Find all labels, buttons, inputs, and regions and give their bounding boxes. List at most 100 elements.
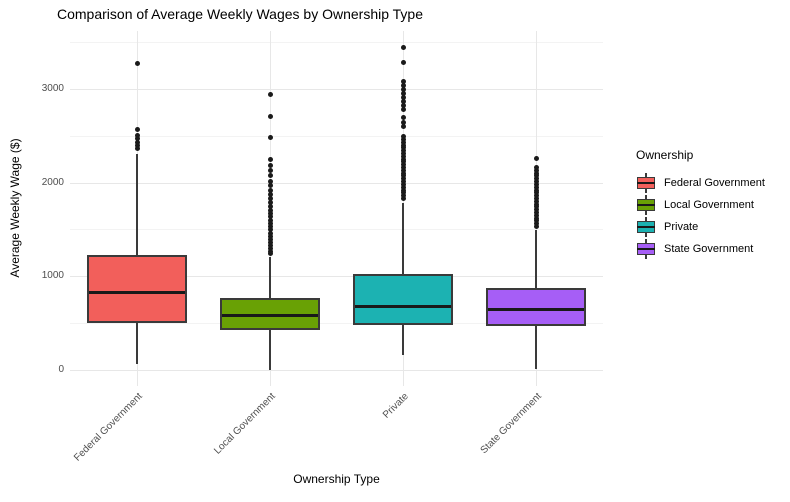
outlier-dot xyxy=(267,207,273,213)
outlier-dot xyxy=(134,146,140,152)
legend-key-boxplot-icon xyxy=(636,195,656,215)
box-federal-government xyxy=(87,254,187,324)
outlier-dot xyxy=(400,150,406,156)
outlier-dot xyxy=(134,142,140,148)
outlier-dot xyxy=(533,210,539,215)
outlier-dot xyxy=(267,200,273,206)
outlier-dot xyxy=(533,193,539,199)
outlier-dot xyxy=(267,114,273,120)
whisker-upper-state-government xyxy=(535,229,537,289)
whisker-lower-local-government xyxy=(269,329,271,370)
outlier-dot xyxy=(400,148,406,154)
outlier-dot xyxy=(400,181,406,187)
outlier-dot xyxy=(267,227,273,233)
whisker-upper-local-government xyxy=(269,256,271,298)
outlier-dot xyxy=(533,165,539,170)
legend-entries: Federal Government Local Government Privat… xyxy=(630,172,790,260)
outlier-dot xyxy=(533,201,539,207)
outlier-dot xyxy=(267,224,273,230)
outlier-dot xyxy=(400,176,406,182)
chart-title: Comparison of Average Weekly Wages by Ow… xyxy=(57,6,423,22)
median-local-government xyxy=(222,314,318,318)
y-axis-title: Average Weekly Wage ($) xyxy=(8,138,22,278)
outlier-dot xyxy=(533,218,539,224)
outlier-dot xyxy=(267,240,273,246)
outlier-dot xyxy=(533,207,539,213)
outlier-dot xyxy=(533,179,539,185)
outlier-dot xyxy=(267,203,273,209)
outlier-dot xyxy=(400,115,406,121)
outlier-dot xyxy=(533,215,539,221)
legend-entry-state-government: State Government xyxy=(630,238,790,260)
outlier-dot xyxy=(267,248,273,254)
outlier-dot xyxy=(400,136,406,142)
outlier-dot xyxy=(267,210,273,216)
outlier-dot xyxy=(533,224,539,230)
outlier-dot xyxy=(267,214,273,220)
legend-key-boxplot-icon xyxy=(636,173,656,193)
outlier-dot xyxy=(134,139,140,145)
outlier-dot xyxy=(533,195,539,201)
median-federal-government xyxy=(89,291,185,295)
outlier-dot xyxy=(267,243,273,249)
outlier-dot xyxy=(533,155,539,161)
whisker-lower-state-government xyxy=(535,325,537,369)
outlier-dot xyxy=(533,167,539,173)
outlier-dot xyxy=(533,187,539,193)
outlier-dot xyxy=(400,184,406,190)
outlier-dot xyxy=(400,139,406,145)
outlier-dot xyxy=(267,233,273,239)
outlier-dot xyxy=(400,173,406,179)
outlier-dot xyxy=(400,82,406,88)
outlier-dot xyxy=(400,90,406,96)
median-private xyxy=(355,305,451,309)
legend-entry-federal-government: Federal Government xyxy=(630,172,790,194)
outlier-dot xyxy=(400,187,406,193)
x-axis-title: Ownership Type xyxy=(293,472,380,486)
gridline-minor xyxy=(70,41,603,43)
outlier-dot xyxy=(267,217,273,223)
y-tick-label: 0 xyxy=(58,364,64,375)
legend-label: State Government xyxy=(664,243,754,255)
outlier-dot xyxy=(400,94,406,100)
outlier-dot xyxy=(533,181,539,187)
outlier-dot xyxy=(400,162,406,168)
legend-entry-private: Private xyxy=(630,216,790,238)
outlier-dot xyxy=(400,107,406,113)
outlier-dot xyxy=(400,156,406,162)
y-tick-label: 2000 xyxy=(41,176,64,188)
outlier-dot xyxy=(134,133,140,139)
whisker-upper-federal-government xyxy=(136,153,138,255)
gridline-major xyxy=(70,276,603,278)
outlier-dot xyxy=(400,153,406,159)
outlier-dot xyxy=(400,79,406,85)
outlier-dot xyxy=(533,184,539,190)
outlier-dot xyxy=(400,165,406,170)
whisker-lower-private xyxy=(402,325,404,355)
outlier-dot xyxy=(400,134,406,140)
outlier-dot xyxy=(533,212,539,218)
outlier-dot xyxy=(400,193,406,199)
legend-label: Private xyxy=(664,221,699,233)
outlier-dot xyxy=(267,220,273,226)
legend-label: Local Government xyxy=(664,199,754,211)
outlier-dot xyxy=(400,44,406,50)
outlier-dot xyxy=(400,190,406,196)
outlier-dot xyxy=(533,170,539,176)
outlier-dot xyxy=(400,123,406,129)
outlier-dot xyxy=(267,192,273,198)
box-private xyxy=(353,273,453,325)
outlier-dot xyxy=(400,103,406,109)
outlier-dot xyxy=(267,157,273,163)
legend-entry-local-government: Local Government xyxy=(630,194,790,216)
legend-key-boxplot-icon xyxy=(636,217,656,237)
gridline-minor xyxy=(70,135,603,137)
legend: Ownership Federal Government Local Govern… xyxy=(630,148,790,260)
outlier-dot xyxy=(134,126,140,132)
outlier-dot xyxy=(267,135,273,140)
outlier-dot xyxy=(400,87,406,93)
outlier-dot xyxy=(267,237,273,243)
gridline-major xyxy=(70,182,603,184)
y-tick-label: 3000 xyxy=(41,82,64,94)
